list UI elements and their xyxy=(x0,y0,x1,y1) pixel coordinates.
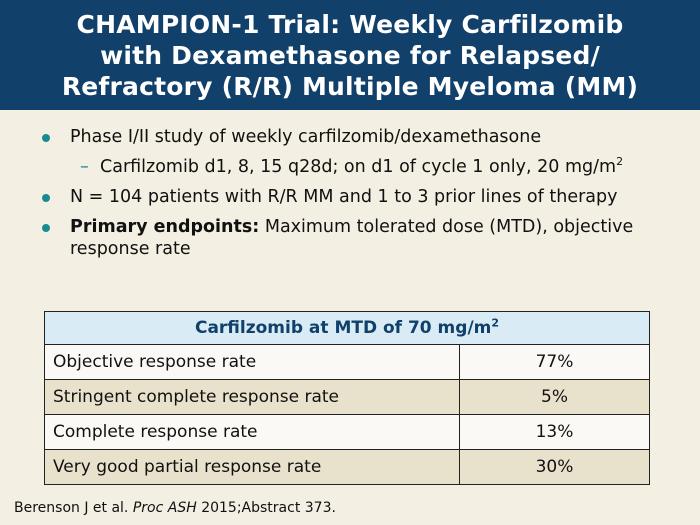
row-value: 30% xyxy=(459,449,650,485)
row-value: 5% xyxy=(459,379,650,415)
bullet-text: Maximum tolerated dose (MTD), objective … xyxy=(70,217,634,259)
sub-bullet-item: – Carfilzomib d1, 8, 15 q28d; on d1 of c… xyxy=(42,156,662,178)
results-table: Carfilzomib at MTD of 70 mg/m2 Objective… xyxy=(44,311,650,485)
bullet-item: N = 104 patients with R/R MM and 1 to 3 … xyxy=(42,186,662,208)
slide-title: CHAMPION-1 Trial: Weekly Carfilzomib wit… xyxy=(62,9,638,102)
sub-bullet-text: Carfilzomib d1, 8, 15 q28d; on d1 of cyc… xyxy=(100,157,617,177)
title-line-1: CHAMPION-1 Trial: Weekly Carfilzomib xyxy=(76,9,624,39)
row-value: 13% xyxy=(459,414,650,450)
table-header-row: Carfilzomib at MTD of 70 mg/m2 xyxy=(44,311,650,345)
row-value: 77% xyxy=(459,344,650,380)
bullet-item: Phase I/II study of weekly carfilzomib/d… xyxy=(42,126,662,148)
reference-details: 2015;Abstract 373. xyxy=(196,500,336,516)
table-header: Carfilzomib at MTD of 70 mg/m2 xyxy=(44,311,650,345)
row-label: Objective response rate xyxy=(44,344,460,380)
reference-journal: Proc ASH xyxy=(132,500,197,516)
bullet-list: Phase I/II study of weekly carfilzomib/d… xyxy=(42,126,662,268)
reference-authors: Berenson J et al. xyxy=(14,500,133,516)
table-row: Objective response rate 77% xyxy=(44,344,650,380)
table-header-text: Carfilzomib at MTD of 70 mg/m xyxy=(194,318,492,338)
bullet-dot-icon xyxy=(42,194,50,202)
table-row: Complete response rate 13% xyxy=(44,414,650,450)
bullet-item: Primary endpoints: Maximum tolerated dos… xyxy=(42,216,662,260)
table-row: Very good partial response rate 30% xyxy=(44,449,650,485)
dash-icon: – xyxy=(80,157,89,177)
reference-citation: Berenson J et al. Proc ASH 2015;Abstract… xyxy=(14,500,336,516)
bullet-text: Phase I/II study of weekly carfilzomib/d… xyxy=(70,127,542,147)
table-row: Stringent complete response rate 5% xyxy=(44,379,650,415)
bullet-dot-icon xyxy=(42,134,50,142)
title-line-3: Refractory (R/R) Multiple Myeloma (MM) xyxy=(61,71,639,101)
bullet-bold-text: Primary endpoints: xyxy=(70,217,260,237)
bullet-dot-icon xyxy=(42,224,50,232)
bullet-text: N = 104 patients with R/R MM and 1 to 3 … xyxy=(70,187,618,207)
superscript: 2 xyxy=(491,316,500,330)
row-label: Stringent complete response rate xyxy=(44,379,460,415)
row-label: Very good partial response rate xyxy=(44,449,460,485)
row-label: Complete response rate xyxy=(44,414,460,450)
title-line-2: with Dexamethasone for Relapsed/ xyxy=(100,40,600,70)
superscript: 2 xyxy=(616,155,624,169)
title-banner: CHAMPION-1 Trial: Weekly Carfilzomib wit… xyxy=(0,0,700,110)
